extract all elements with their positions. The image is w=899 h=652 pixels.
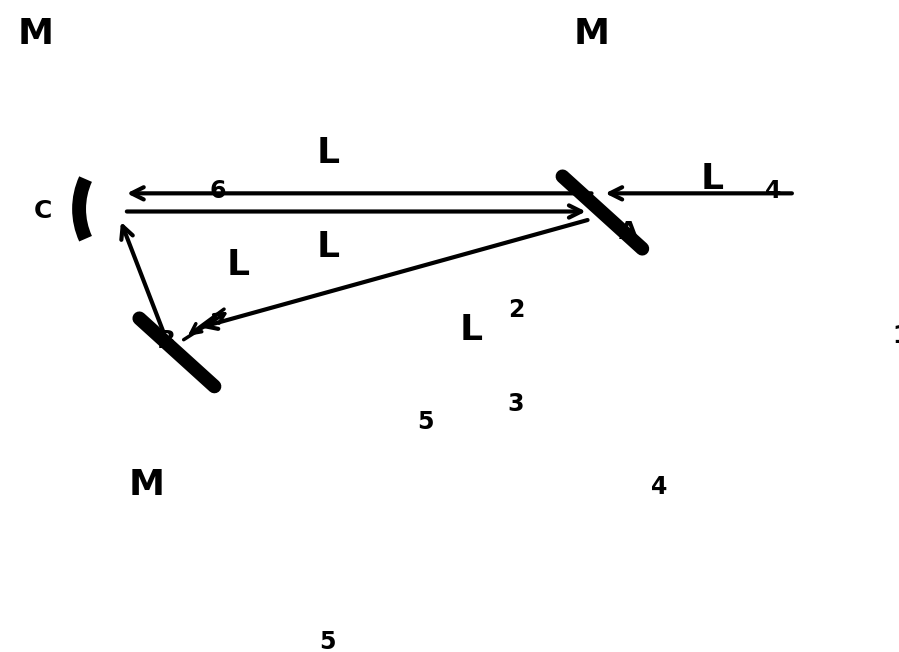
Text: A: A [619, 220, 638, 244]
Text: 4: 4 [651, 475, 667, 499]
Text: M: M [18, 17, 54, 51]
Text: L: L [700, 162, 724, 196]
Text: C: C [34, 200, 52, 224]
Text: L: L [316, 136, 339, 170]
Text: L: L [316, 230, 339, 263]
Text: M: M [129, 468, 165, 502]
Text: L: L [227, 248, 249, 282]
Text: M: M [574, 17, 610, 51]
Text: B: B [156, 329, 176, 353]
Text: 4: 4 [765, 179, 781, 203]
Text: 3: 3 [508, 391, 524, 415]
Text: 1: 1 [892, 324, 899, 348]
Text: 5: 5 [418, 409, 434, 434]
Text: 6: 6 [209, 179, 226, 203]
Text: 5: 5 [319, 630, 336, 652]
Text: 2: 2 [508, 298, 524, 322]
Text: L: L [459, 313, 483, 347]
